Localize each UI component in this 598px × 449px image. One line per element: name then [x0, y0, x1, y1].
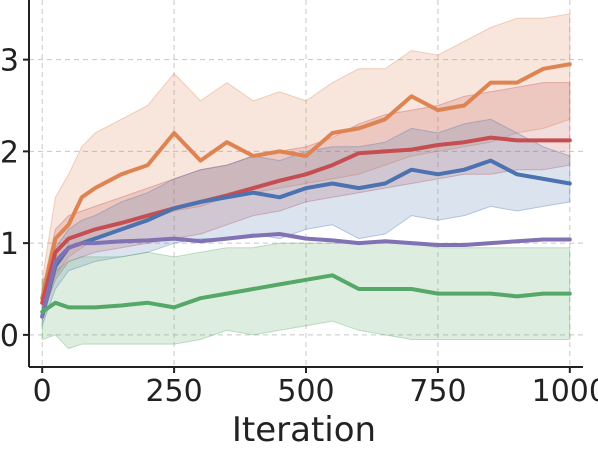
series-5-line — [40, 273, 572, 314]
series-lines — [40, 62, 572, 319]
series-4-line — [40, 232, 572, 319]
confidence-bands — [41, 13, 571, 350]
x-axis-title: Iteration — [232, 410, 376, 449]
series-3-line — [40, 158, 572, 319]
x-tick-label: 750 — [409, 374, 466, 409]
x-tick-label: 500 — [277, 374, 334, 409]
x-tick-label: 0 — [33, 374, 52, 409]
y-tick-label: 0 — [0, 319, 19, 354]
y-tick-label: 1 — [0, 227, 19, 262]
series-1-line — [40, 62, 572, 301]
y-tick-label: 2 — [0, 135, 19, 170]
y-tick-label: 3 — [0, 44, 19, 79]
x-tick-label: 250 — [145, 374, 202, 409]
series-2-line — [40, 135, 572, 305]
series-3-band — [41, 118, 571, 326]
series-5-band — [41, 242, 571, 350]
